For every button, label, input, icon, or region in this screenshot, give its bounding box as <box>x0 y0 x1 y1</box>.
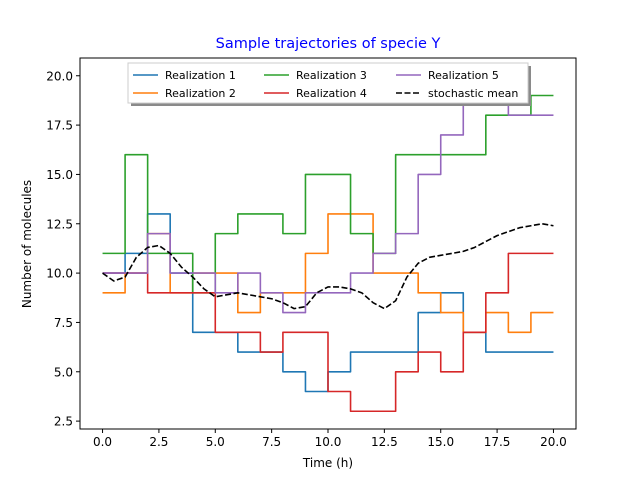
x-tick-label: 10.0 <box>315 435 342 449</box>
legend-label: Realization 2 <box>165 87 236 100</box>
x-tick-label: 5.0 <box>206 435 225 449</box>
series-line-5 <box>102 94 554 314</box>
x-tick-label: 0.0 <box>93 435 112 449</box>
legend-label: Realization 4 <box>296 87 367 100</box>
legend-label: Realization 3 <box>296 69 367 82</box>
x-axis: 0.0 2.5 5.0 7.5 10.0 12.5 15.0 17.5 20.0 <box>93 429 567 449</box>
y-tick-label: 10.0 <box>46 267 73 281</box>
x-tick-label: 20.0 <box>540 435 567 449</box>
legend: Realization 1 Realization 2 Realization 3 R… <box>127 62 531 106</box>
x-tick-label: 2.5 <box>149 435 168 449</box>
legend-box <box>127 62 529 104</box>
x-tick-label: 15.0 <box>427 435 454 449</box>
y-tick-label: 17.5 <box>46 119 73 133</box>
series-layer <box>102 94 554 413</box>
y-tick-label: 2.5 <box>54 415 73 429</box>
legend-label: Realization 1 <box>165 69 236 82</box>
series-line-4 <box>102 252 554 413</box>
x-tick-label: 7.5 <box>262 435 281 449</box>
y-tick-label: 15.0 <box>46 168 73 182</box>
x-axis-label: Time (h) <box>302 456 353 470</box>
x-tick-label: 12.5 <box>371 435 398 449</box>
series-line-6 <box>102 222 554 310</box>
y-tick-label: 20.0 <box>46 69 73 83</box>
legend-label: Realization 5 <box>428 69 499 82</box>
legend-label: stochastic mean <box>428 87 518 100</box>
chart-title: Sample trajectories of specie Y <box>216 36 441 52</box>
y-axis-label: Number of molecules <box>20 180 34 308</box>
y-axis: 2.5 5.0 7.5 10.0 12.5 15.0 17.5 20.0 <box>46 69 80 429</box>
y-tick-label: 5.0 <box>54 365 73 379</box>
y-tick-label: 7.5 <box>54 316 73 330</box>
series-line-3 <box>102 94 554 294</box>
x-tick-label: 17.5 <box>484 435 511 449</box>
y-tick-label: 12.5 <box>46 217 73 231</box>
